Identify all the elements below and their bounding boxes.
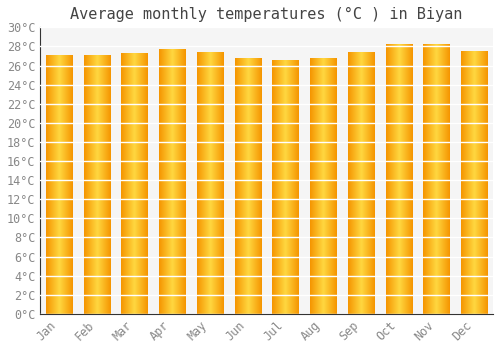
Title: Average monthly temperatures (°C ) in Biyan: Average monthly temperatures (°C ) in Bi…	[70, 7, 463, 22]
